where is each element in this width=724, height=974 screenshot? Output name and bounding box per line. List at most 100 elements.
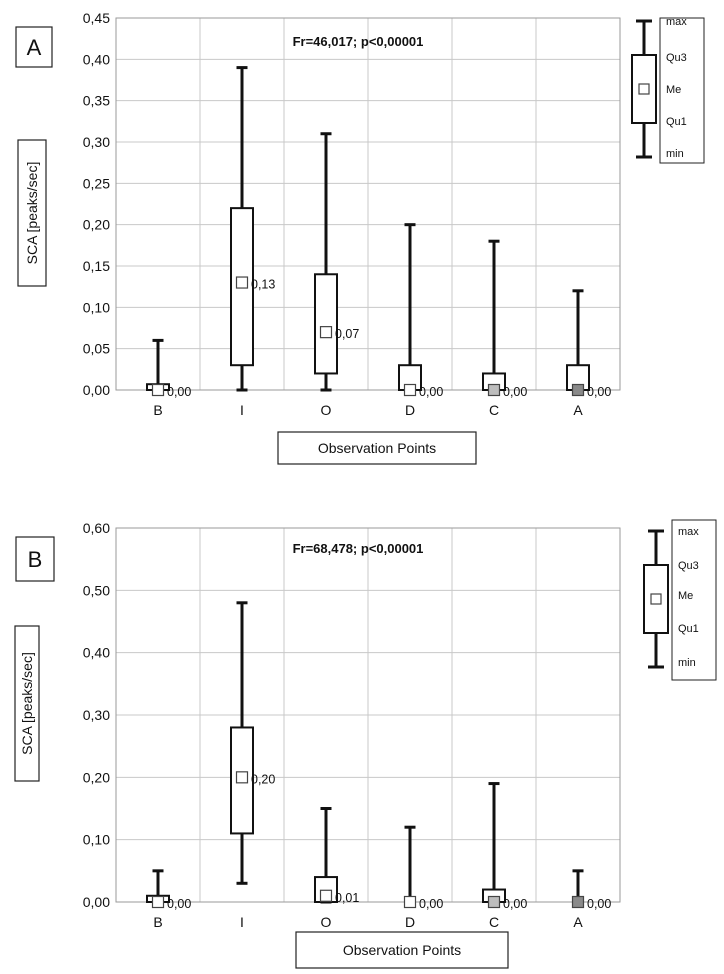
category-label: A [573,402,583,418]
y-axis-label: SCA [peaks/sec] [24,162,40,265]
legend-item-min: min [666,148,684,160]
legend-median-marker [638,83,650,95]
y-tick-label: 0,05 [83,341,110,357]
category-label: C [489,914,499,930]
panel-B: 0,00 0,10 0,20 0,30 0,40 0,50 0,60 Fr=68,478; p… [14,519,717,969]
plot-frame [115,17,621,391]
median-marker [151,383,165,397]
legend-item-qu1: Qu1 [666,116,687,128]
legend-item-max: max [678,526,699,538]
median-label: 0,00 [587,897,611,911]
median-marker [571,895,585,909]
legend-item-me: Me [666,84,681,96]
category-label: O [321,914,332,930]
y-tick-label: 0,20 [83,217,110,233]
y-tick-label: 0,00 [83,382,110,398]
category-label: A [573,914,583,930]
y-axis-label-box [14,625,40,782]
y-tick-label: 0,45 [83,10,110,26]
legend-median-marker [650,593,662,605]
median-label: 0,00 [167,897,191,911]
category-label: B [153,914,162,930]
median-marker [487,895,501,909]
y-tick-label: 0,40 [83,51,110,67]
category-label: B [153,402,162,418]
category-label: O [321,402,332,418]
plot-frame [115,527,621,903]
y-tick-label: 0,10 [83,299,110,315]
median-label: 0,00 [419,385,443,399]
y-tick-label: 0,15 [83,258,110,274]
median-marker [403,383,417,397]
legend-label-panel [671,519,717,681]
y-tick-label: 0,60 [83,520,110,536]
legend-item-min: min [678,657,696,669]
box-B: 0,00 [146,338,191,399]
box-B: 0,00 [146,869,191,911]
category-label: D [405,402,415,418]
box-D: 0,00 [403,825,443,911]
median-label: 0,00 [419,897,443,911]
y-tick-label: 0,30 [83,134,110,150]
box-C: 0,00 [482,239,527,399]
box-A: 0,00 [566,289,611,399]
y-tick-label: 0,35 [83,93,110,109]
y-tick-label: 0,25 [83,175,110,191]
legend: max Qu3 Me Qu1 min [643,519,717,681]
x-axis-label: Observation Points [343,942,461,958]
legend-label-panel [659,17,705,164]
median-marker [235,771,249,784]
median-label: 0,00 [503,385,527,399]
box-I: 0,13 [230,66,275,392]
median-marker [235,276,249,289]
legend-item-qu3: Qu3 [678,560,699,572]
median-marker [487,383,501,397]
y-tick-label: 0,40 [83,645,110,661]
y-tick-label: 0,20 [83,769,110,785]
median-marker [151,895,165,909]
box-I: 0,20 [230,601,275,885]
legend-item-max: max [666,16,687,28]
y-tick-label: 0,10 [83,832,110,848]
box-O: 0,07 [314,132,359,392]
legend-item-me: Me [678,590,693,602]
box-A: 0,00 [571,869,611,911]
median-label: 0,13 [251,278,275,292]
stat-annotation: Fr=46,017; p<0,00001 [293,34,424,49]
panel-letter-box [15,536,55,582]
panel-letter: B [28,547,43,572]
x-axis-label: Observation Points [318,440,436,456]
median-label: 0,07 [335,327,359,341]
median-marker [319,326,333,339]
y-tick-label: 0,30 [83,707,110,723]
category-label: D [405,914,415,930]
y-tick-label: 0,00 [83,894,110,910]
y-axis-label: SCA [peaks/sec] [19,652,35,755]
median-label: 0,00 [503,897,527,911]
x-axis-label-box [295,931,509,969]
median-label: 0,01 [335,891,359,905]
median-marker [403,895,417,909]
box-O: 0,01 [314,807,359,905]
legend-item-qu1: Qu1 [678,623,699,635]
box-C: 0,00 [482,782,527,911]
y-axis-label-box [17,139,47,287]
panel-letter: A [27,35,42,60]
legend: max Qu3 Me Qu1 min [631,16,705,164]
category-label: C [489,402,499,418]
y-tick-label: 0,50 [83,582,110,598]
panel-letter-box [15,26,53,68]
legend-item-qu3: Qu3 [666,52,687,64]
category-label: I [240,402,244,418]
median-label: 0,20 [251,772,275,786]
x-axis-label-box [277,431,477,465]
median-marker [571,383,585,397]
category-label: I [240,914,244,930]
median-marker [319,889,333,902]
stat-annotation: Fr=68,478; p<0,00001 [293,541,424,556]
panel-A: 0,00 0,05 0,10 0,15 0,20 0,25 0,30 0,35 0,40 0,45… [15,10,705,465]
median-label: 0,00 [587,385,611,399]
median-label: 0,00 [167,385,191,399]
box-D: 0,00 [398,223,443,399]
